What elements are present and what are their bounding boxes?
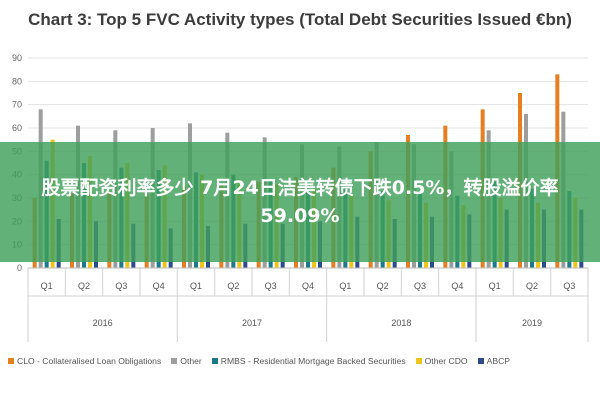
x-tick-label: Q3 <box>265 281 277 291</box>
y-tick-label: 70 <box>12 100 22 110</box>
y-tick-label: 80 <box>12 76 22 86</box>
legend-label: Other CDO <box>424 356 468 366</box>
x-tick-label: Q4 <box>451 281 463 291</box>
headline-banner[interactable]: 股票配资利率多少 7月24日洁美转债下跌0.5%，转股溢价率59.09% <box>0 142 600 262</box>
y-tick-label: 90 <box>12 53 22 63</box>
legend-swatch <box>8 358 14 364</box>
legend-item: Other <box>171 356 202 366</box>
x-tick-label: Q1 <box>190 281 202 291</box>
chart-legend: CLO - Collateralised Loan Obligations Oth… <box>8 356 598 366</box>
y-tick-label: 0 <box>17 263 22 273</box>
legend-item: Other CDO <box>415 356 468 366</box>
x-tick-label: Q2 <box>526 281 538 291</box>
x-tick-label: Q1 <box>489 281 501 291</box>
x-tick-label: Q1 <box>41 281 53 291</box>
x-tick-label: Q3 <box>563 281 575 291</box>
x-tick-label: Q1 <box>339 281 351 291</box>
legend-swatch <box>171 358 178 364</box>
legend-swatch <box>415 358 422 364</box>
year-label: 2019 <box>522 318 542 328</box>
headline-text[interactable]: 股票配资利率多少 7月24日洁美转债下跌0.5%，转股溢价率59.09% <box>41 177 559 227</box>
year-label: 2016 <box>93 318 113 328</box>
x-tick-label: Q4 <box>302 281 314 291</box>
x-tick-label: Q4 <box>153 281 165 291</box>
x-tick-label: Q2 <box>377 281 389 291</box>
x-tick-label: Q2 <box>227 281 239 291</box>
chart-title: Chart 3: Top 5 FVC Activity types (Total… <box>28 10 572 29</box>
x-tick-label: Q3 <box>414 281 426 291</box>
legend-item: ABCP <box>477 356 511 366</box>
y-tick-label: 60 <box>12 123 22 133</box>
legend-item: CLO - Collateralised Loan Obligations <box>8 356 161 366</box>
legend-label: Other <box>180 356 202 366</box>
year-label: 2017 <box>242 318 262 328</box>
legend-label: CLO - Collateralised Loan Obligations <box>17 356 162 366</box>
legend-label: RMBS - Residential Mortgage Backed Secur… <box>220 356 406 366</box>
legend-swatch <box>211 358 218 364</box>
year-label: 2018 <box>391 318 411 328</box>
legend-item: RMBS - Residential Mortgage Backed Secur… <box>211 356 406 366</box>
legend-label: ABCP <box>486 356 511 366</box>
legend-swatch <box>477 358 484 364</box>
x-tick-label: Q2 <box>78 281 90 291</box>
x-tick-label: Q3 <box>115 281 127 291</box>
